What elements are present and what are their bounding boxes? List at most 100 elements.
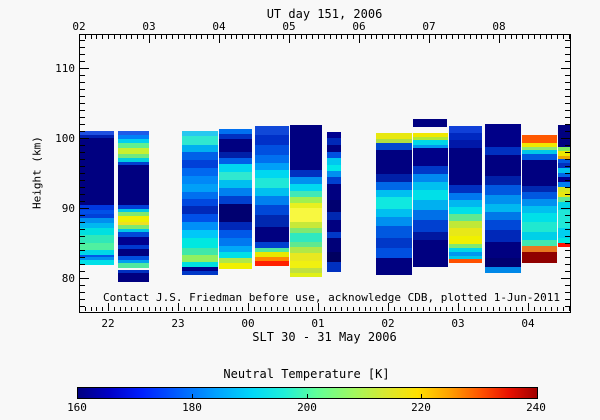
colorbar-tick (421, 394, 422, 398)
axis-tick (312, 307, 313, 311)
axis-tick (400, 307, 401, 311)
axis-tick (499, 307, 500, 311)
axis-tick (411, 35, 412, 39)
axis-tick (102, 307, 103, 311)
axis-tick (80, 152, 85, 153)
axis-tick (295, 35, 296, 39)
axis-tick (481, 307, 482, 311)
axis-tick (231, 35, 232, 39)
axis-tick (143, 35, 144, 39)
axis-tick (300, 307, 301, 311)
axis-tick (429, 307, 430, 311)
axis-tick (382, 307, 383, 311)
axis-tick (131, 35, 132, 39)
colorbar-tick (307, 394, 308, 398)
axis-tick (114, 307, 115, 311)
axis-tick (565, 250, 570, 251)
axis-tick (487, 35, 488, 39)
axis-tick (80, 89, 85, 90)
axis-tick (248, 303, 249, 311)
axis-tick (336, 35, 337, 39)
axis-tick (120, 35, 121, 39)
axis-tick (260, 307, 261, 311)
axis-tick (201, 35, 202, 39)
axis-tick (271, 307, 272, 311)
axis-tick (540, 307, 541, 311)
axis-tick (242, 35, 243, 39)
temperature-column (80, 131, 114, 265)
axis-tick (160, 307, 161, 311)
axis-tick (80, 180, 85, 181)
axis-tick (195, 307, 196, 311)
axis-tick (481, 35, 482, 39)
axis-tick (546, 35, 547, 39)
axis-tick (266, 35, 267, 39)
axis-tick (341, 35, 342, 39)
axis-tick (166, 35, 167, 39)
temperature-column (290, 125, 322, 277)
axis-tick (565, 152, 570, 153)
axis-tick (271, 35, 272, 39)
axis-tick (565, 264, 570, 265)
axis-tick (254, 307, 255, 311)
axis-tick (545, 307, 546, 311)
axis-tick (565, 89, 570, 90)
top-tick-label: 07 (422, 20, 436, 33)
axis-tick (80, 173, 85, 174)
axis-tick (464, 35, 465, 39)
axis-tick (80, 271, 85, 272)
axis-tick (126, 35, 127, 39)
axis-tick (184, 307, 185, 311)
axis-tick (565, 124, 570, 125)
axis-tick (510, 307, 511, 311)
axis-tick (190, 307, 191, 311)
axis-tick (114, 35, 115, 39)
axis-tick (359, 307, 360, 311)
axis-tick (565, 145, 570, 146)
axis-tick (561, 278, 570, 279)
temperature-column (376, 133, 412, 275)
axis-tick (80, 250, 85, 251)
axis-tick (429, 35, 430, 43)
axis-tick (516, 307, 517, 311)
axis-tick (236, 35, 237, 39)
axis-tick (230, 307, 231, 311)
top-tick-label: 06 (352, 20, 366, 33)
temperature-column (413, 119, 447, 127)
axis-tick (565, 61, 570, 62)
axis-tick (359, 35, 360, 43)
axis-tick (96, 307, 97, 311)
axis-tick (85, 307, 86, 311)
axis-tick (149, 307, 150, 311)
axis-tick (441, 35, 442, 39)
axis-tick (565, 271, 570, 272)
axis-tick (161, 35, 162, 39)
axis-tick (91, 307, 92, 311)
temperature-column (558, 125, 570, 247)
axis-tick (400, 35, 401, 39)
axis-tick (91, 35, 92, 39)
axis-tick (565, 159, 570, 160)
axis-tick (341, 307, 342, 311)
y-tick-label: 110 (55, 62, 75, 75)
axis-tick (80, 194, 85, 195)
axis-tick (551, 35, 552, 39)
axis-tick (190, 35, 191, 39)
axis-tick (505, 35, 506, 39)
axis-tick (528, 303, 529, 311)
axis-tick (120, 307, 121, 311)
axis-tick (80, 285, 85, 286)
axis-tick (80, 47, 85, 48)
axis-tick (254, 35, 255, 39)
axis-tick (80, 257, 85, 258)
axis-tick (102, 35, 103, 39)
axis-tick (213, 307, 214, 311)
axis-tick (376, 307, 377, 311)
axis-tick (435, 35, 436, 39)
axis-tick (423, 35, 424, 39)
axis-tick (565, 180, 570, 181)
axis-tick (565, 110, 570, 111)
axis-tick (306, 35, 307, 39)
axis-tick (96, 35, 97, 39)
axis-tick (406, 35, 407, 39)
